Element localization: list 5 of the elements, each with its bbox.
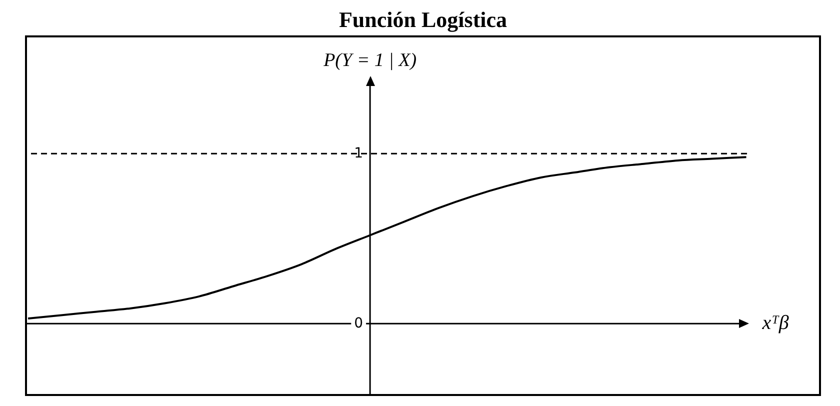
y-tick-label: 1: [354, 145, 364, 162]
chart-title: Función Logística: [338, 6, 508, 32]
y-axis-title: P(Y = 1 | X): [322, 50, 417, 71]
y-tick-label: 0: [354, 315, 364, 332]
x-axis-title: xᵀβ: [761, 312, 789, 334]
